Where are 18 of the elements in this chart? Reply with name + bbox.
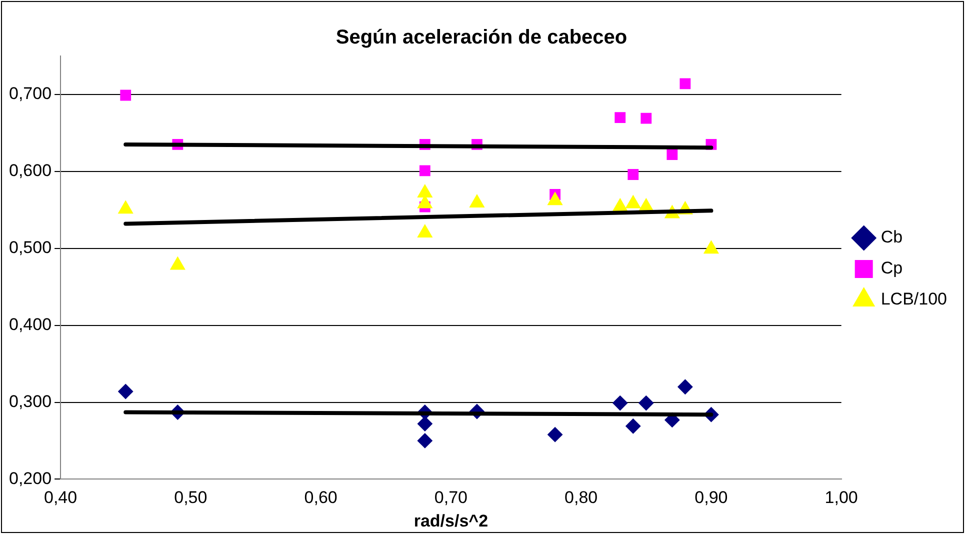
x-tick-label: 0,50 (174, 488, 208, 508)
x-axis-title: rad/s/s^2 (414, 511, 488, 530)
y-tick-label: 0,200 (8, 468, 52, 488)
x-tick-label: 0,70 (434, 488, 468, 508)
y-tick-label: 0,400 (8, 314, 52, 334)
x-tick-label: 0,90 (694, 488, 728, 508)
y-tick-label: 0,700 (8, 84, 52, 104)
y-tick-label: 0,500 (8, 238, 52, 258)
x-tick-label: 0,40 (44, 488, 78, 508)
x-tick-label: 1,00 (824, 488, 858, 508)
x-tick-label: 0,80 (564, 488, 598, 508)
legend-label: Cb (880, 228, 903, 247)
chart-title: Según aceleración de cabeceo (336, 26, 628, 49)
legend-label: LCB/100 (880, 290, 948, 309)
x-tick-label: 0,60 (304, 488, 338, 508)
y-tick-label: 0,600 (8, 161, 52, 180)
legend-label: Cp (880, 258, 903, 278)
y-tick-label: 0,300 (8, 392, 52, 411)
